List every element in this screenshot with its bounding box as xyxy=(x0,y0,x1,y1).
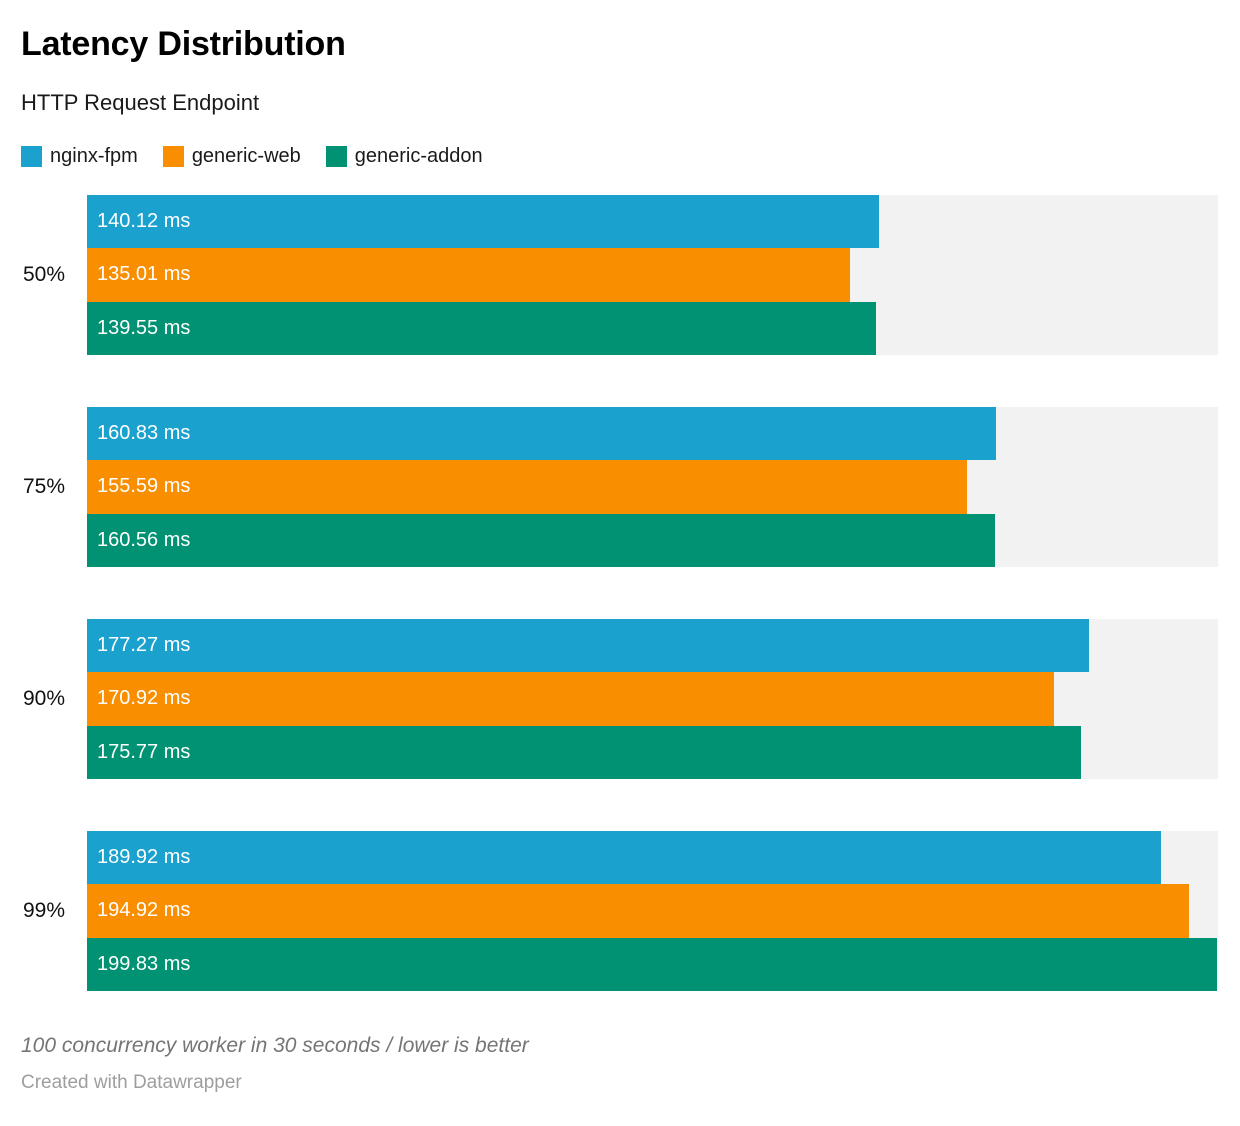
bar-group-90%: 90% 177.27 ms 170.92 ms 175.77 ms xyxy=(21,619,1218,779)
bar-group-99%: 99% 189.92 ms 194.92 ms 199.83 ms xyxy=(21,831,1218,991)
bar-value-label: 140.12 ms xyxy=(97,210,191,233)
bar-track: 177.27 ms 170.92 ms 175.77 ms xyxy=(87,619,1218,779)
bar-value-label: 160.83 ms xyxy=(97,422,191,445)
legend-swatch-icon xyxy=(162,145,184,167)
chart-title: Latency Distribution xyxy=(21,25,346,63)
category-label: 75% xyxy=(22,475,65,498)
bar-generic-addon: 160.56 ms xyxy=(87,513,995,567)
legend-item-generic-web: generic-web xyxy=(162,144,301,167)
chart-subtitle: HTTP Request Endpoint xyxy=(21,90,260,115)
bar-value-label: 170.92 ms xyxy=(97,687,191,710)
bar-generic-addon: 199.83 ms xyxy=(87,937,1218,991)
bar-nginx-fpm: 177.27 ms xyxy=(87,619,1090,673)
bar-generic-addon: 139.55 ms xyxy=(87,301,877,355)
bar-generic-web: 194.92 ms xyxy=(87,884,1190,938)
bar-value-label: 177.27 ms xyxy=(97,634,191,657)
legend-item-nginx-fpm: nginx-fpm xyxy=(21,144,138,167)
legend-label: generic-web xyxy=(191,144,301,167)
bar-nginx-fpm: 160.83 ms xyxy=(87,407,997,461)
bar-nginx-fpm: 189.92 ms xyxy=(87,831,1161,885)
category-label: 90% xyxy=(22,687,65,710)
legend: nginx-fpm generic-web generic-addon xyxy=(21,145,1218,167)
bar-value-label: 155.59 ms xyxy=(97,475,191,498)
legend-item-generic-addon: generic-addon xyxy=(325,144,483,167)
bar-track: 160.83 ms 155.59 ms 160.56 ms xyxy=(87,407,1218,567)
bar-value-label: 175.77 ms xyxy=(97,740,191,763)
bar-value-label: 194.92 ms xyxy=(97,899,191,922)
legend-swatch-icon xyxy=(325,145,347,167)
bar-value-label: 139.55 ms xyxy=(97,316,191,339)
bar-nginx-fpm: 140.12 ms xyxy=(87,195,880,249)
legend-label: generic-addon xyxy=(354,144,483,167)
datawrapper-credit: Created with Datawrapper xyxy=(21,1072,242,1093)
bar-track: 189.92 ms 194.92 ms 199.83 ms xyxy=(87,831,1218,991)
legend-swatch-icon xyxy=(21,145,42,167)
bar-chart: 50% 140.12 ms 135.01 ms 139.55 ms 75% 160.83 … xyxy=(21,195,1218,991)
bar-group-75%: 75% 160.83 ms 155.59 ms 160.56 ms xyxy=(21,407,1218,567)
bar-generic-addon: 175.77 ms xyxy=(87,725,1081,779)
bar-value-label: 160.56 ms xyxy=(97,528,191,551)
bar-value-label: 135.01 ms xyxy=(97,263,191,286)
bar-group-50%: 50% 140.12 ms 135.01 ms 139.55 ms xyxy=(21,195,1218,355)
bar-value-label: 199.83 ms xyxy=(97,952,191,975)
category-label: 50% xyxy=(22,263,65,286)
bar-track: 140.12 ms 135.01 ms 139.55 ms xyxy=(87,195,1218,355)
bar-generic-web: 155.59 ms xyxy=(87,460,967,514)
bar-generic-web: 170.92 ms xyxy=(87,672,1054,726)
bar-generic-web: 135.01 ms xyxy=(87,248,851,302)
category-label: 99% xyxy=(22,899,65,922)
legend-label: nginx-fpm xyxy=(50,144,138,167)
chart-note: 100 concurrency worker in 30 seconds / l… xyxy=(21,1034,529,1057)
bar-value-label: 189.92 ms xyxy=(97,846,191,869)
